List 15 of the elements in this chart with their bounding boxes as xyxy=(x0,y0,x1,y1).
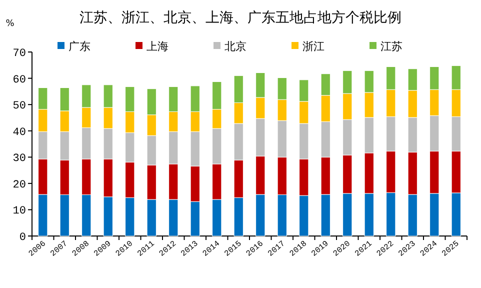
y-tick-label: 70 xyxy=(12,48,26,60)
legend-label: 江苏 xyxy=(380,40,402,53)
legend-label: 广东 xyxy=(68,40,90,53)
y-tick-label: 30 xyxy=(12,153,26,166)
legend-label: 浙江 xyxy=(302,40,324,53)
y-tick-label: 60 xyxy=(12,74,26,86)
y-axis-title: % xyxy=(6,19,15,29)
y-tick-label: 40 xyxy=(12,126,26,139)
y-tick-label: 10 xyxy=(12,206,26,218)
legend-label: 北京 xyxy=(224,40,246,53)
y-tick-label: 0 xyxy=(19,232,26,244)
legend-label: 上海 xyxy=(146,40,168,53)
y-tick-label: 20 xyxy=(12,179,26,192)
y-tick-label: 50 xyxy=(12,100,26,113)
chart-title: 江苏、浙江、北京、上海、广东五地占地方个税比例 xyxy=(80,10,402,26)
